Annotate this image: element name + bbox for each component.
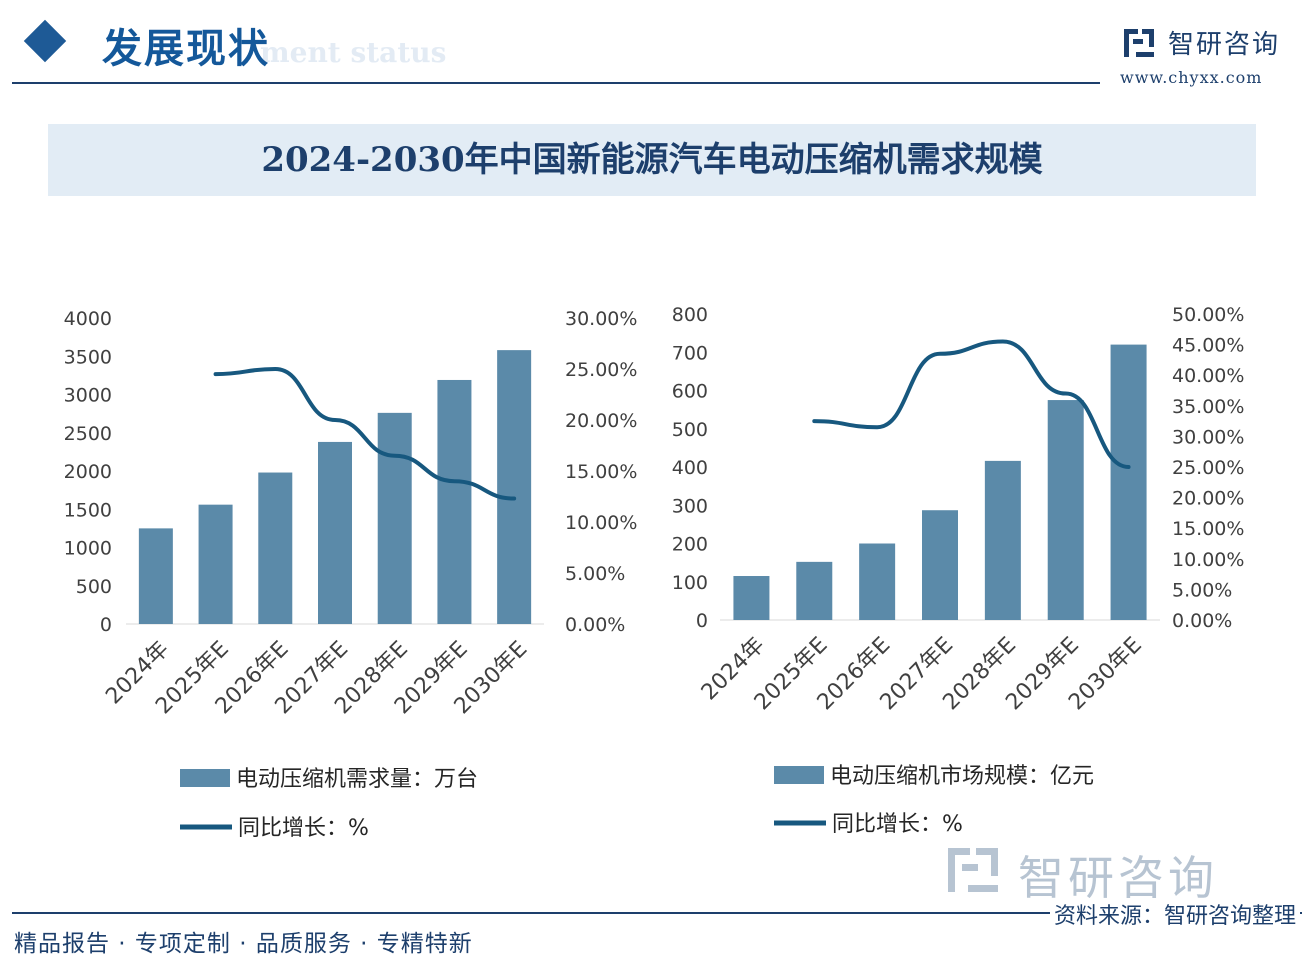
right-axis-tick-label: 5.00% <box>1172 579 1232 601</box>
left-axis-tick-label: 1000 <box>64 538 112 560</box>
bar <box>1110 344 1147 620</box>
right-axis-tick-label: 25.00% <box>565 359 637 381</box>
right-axis-tick-label: 50.00% <box>1172 304 1244 326</box>
brand-watermark: 智研咨询 <box>946 842 1296 905</box>
bar <box>138 528 173 624</box>
left-axis-tick-label: 2000 <box>64 461 112 483</box>
bar <box>1047 400 1084 620</box>
bar <box>859 543 896 620</box>
chart-2: 0 100 200 300 400 500 600 700 800 0.00% 5.00% 10.00… <box>672 304 1245 837</box>
left-axis-tick-label: 500 <box>76 576 112 598</box>
bar <box>733 576 770 620</box>
footer-slogan: 精品报告 · 专项定制 · 品质服务 · 专精特新 <box>14 931 473 957</box>
right-axis-tick-label: 10.00% <box>565 512 637 534</box>
left-axis-tick-label: 800 <box>672 304 708 326</box>
header-divider <box>12 82 1100 84</box>
footer-divider <box>12 912 1302 914</box>
right-axis-tick-label: 30.00% <box>565 308 637 330</box>
left-axis-tick-label: 500 <box>672 419 708 441</box>
header: ment status 发展现状 智研咨询 www.chyxx.com <box>0 0 1314 100</box>
bar <box>437 379 472 624</box>
right-axis-tick-label: 45.00% <box>1172 335 1244 357</box>
chart-1: 0 500 1000 1500 2000 2500 3000 3500 4000 0.00% 5.0… <box>64 308 638 841</box>
right-axis-tick-label: 0.00% <box>565 614 625 636</box>
right-axis-tick-label: 30.00% <box>1172 426 1244 448</box>
growth-line <box>213 366 517 501</box>
right-axis-tick-label: 15.00% <box>565 461 637 483</box>
header-subtitle-watermark: ment status <box>260 36 447 69</box>
legend-bar-swatch <box>180 769 230 787</box>
left-axis-tick-label: 400 <box>672 457 708 479</box>
bar <box>198 504 233 624</box>
right-axis-tick-label: 25.00% <box>1172 457 1244 479</box>
bar <box>318 441 352 624</box>
left-axis-tick-label: 0 <box>696 610 708 632</box>
left-axis-tick-label: 300 <box>672 495 708 517</box>
bar <box>258 472 293 624</box>
right-axis-tick-label: 15.00% <box>1172 518 1244 540</box>
legend-bar-label: 电动压缩机市场规模：亿元 <box>830 764 1094 789</box>
bar <box>377 412 412 624</box>
legend-line-label: 同比增长：% <box>238 816 369 841</box>
bar <box>796 561 833 620</box>
brand-watermark-text: 智研咨询 <box>1018 851 1218 905</box>
legend-line-label: 同比增长：% <box>832 812 963 837</box>
page-title: 发展现状 <box>102 26 270 72</box>
right-axis-tick-label: 20.00% <box>1172 488 1244 510</box>
title-banner: 2024-2030年中国新能源汽车电动压缩机需求规模 <box>48 124 1256 196</box>
right-axis-tick-label: 35.00% <box>1172 396 1244 418</box>
left-axis-tick-label: 1500 <box>64 499 112 521</box>
logo-icon <box>1124 29 1154 57</box>
logo-url[interactable]: www.chyxx.com <box>1120 68 1263 87</box>
right-axis-tick-label: 10.00% <box>1172 549 1244 571</box>
right-axis-tick-label: 0.00% <box>1172 610 1232 632</box>
bar <box>497 350 532 624</box>
legend-bar-swatch <box>774 766 824 784</box>
left-axis-tick-label: 0 <box>100 614 112 636</box>
right-axis-tick-label: 5.00% <box>565 563 625 585</box>
bar <box>984 460 1021 620</box>
left-axis-tick-label: 700 <box>672 342 708 364</box>
chart-title: 2024-2030年中国新能源汽车电动压缩机需求规模 <box>261 140 1043 180</box>
right-axis-tick-label: 20.00% <box>565 410 637 432</box>
footer-source: 资料来源：智研咨询整理 <box>1049 898 1300 930</box>
bar <box>922 510 958 620</box>
legend-bar-label: 电动压缩机需求量：万台 <box>236 767 478 792</box>
brand-watermark-icon <box>948 848 998 892</box>
left-axis-tick-label: 600 <box>672 381 708 403</box>
left-axis-tick-label: 2500 <box>64 423 112 445</box>
left-axis-tick-label: 3000 <box>64 385 112 407</box>
left-axis-tick-label: 100 <box>672 572 708 594</box>
charts-canvas: 050010001500200025003000350040000.00%5.0… <box>64 304 1245 841</box>
left-axis-tick-label: 3500 <box>64 346 112 368</box>
right-axis-tick-label: 40.00% <box>1172 365 1244 387</box>
left-axis-tick-label: 4000 <box>64 308 112 330</box>
logo-text: 智研咨询 <box>1168 30 1281 60</box>
left-axis-tick-label: 200 <box>672 534 708 556</box>
